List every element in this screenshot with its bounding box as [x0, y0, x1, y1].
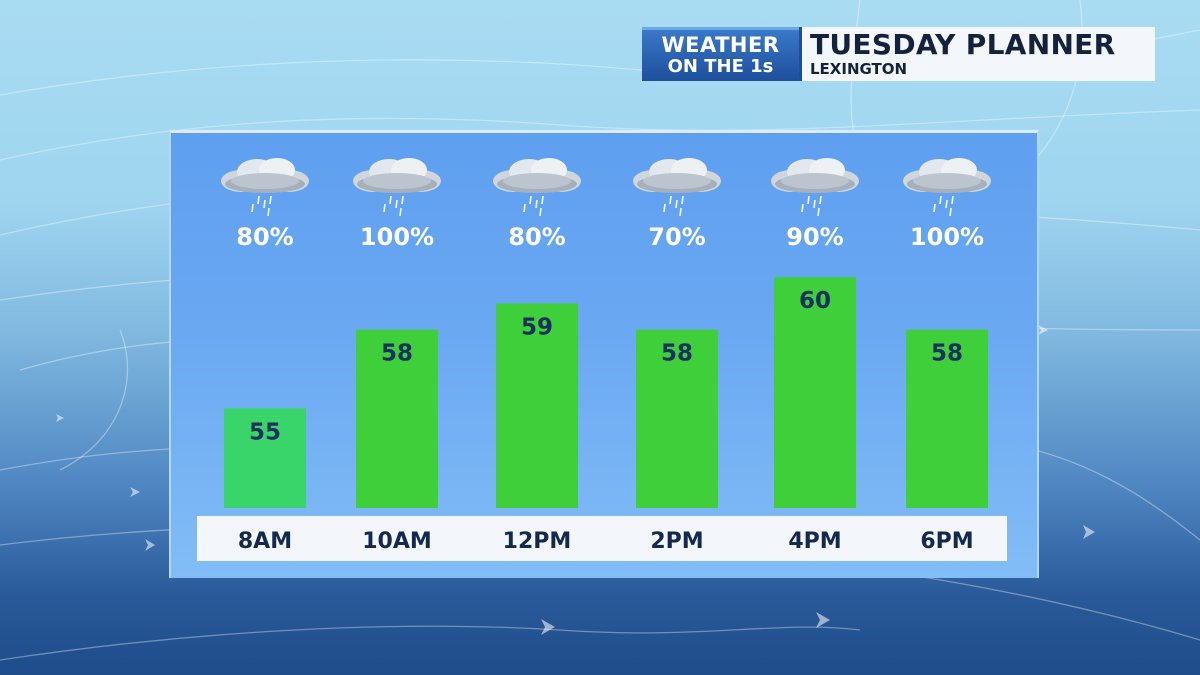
bar-10am: [356, 329, 438, 508]
bar-4pm: [774, 277, 856, 508]
rain-chance-4pm: 90%: [786, 223, 843, 251]
rain-chance-6pm: 100%: [910, 223, 984, 251]
bar-8am: [224, 408, 306, 508]
rain-cloud-icon: [771, 158, 859, 217]
rain-cloud-icon: [633, 158, 721, 217]
header-banner: WEATHER ON THE 1s TUESDAY PLANNER LEXING…: [642, 27, 1155, 81]
x-tick-2pm: 2PM: [650, 529, 703, 554]
rain-chance-2pm: 70%: [648, 223, 705, 251]
rain-cloud-icon: [353, 158, 441, 217]
title-box: TUESDAY PLANNER LEXINGTON: [799, 27, 1155, 81]
value-label-2pm: 58: [661, 341, 693, 367]
x-axis-strip: [197, 516, 1007, 561]
rain-chance-10am: 100%: [360, 223, 434, 251]
x-tick-12pm: 12PM: [503, 529, 572, 554]
page-title: TUESDAY PLANNER: [810, 28, 1116, 61]
rain-chance-8am: 80%: [236, 223, 293, 251]
rain-chance-12pm: 80%: [508, 223, 565, 251]
x-tick-8am: 8AM: [238, 529, 292, 554]
logo-line-2: ON THE 1s: [667, 56, 774, 77]
bar-6pm: [906, 329, 988, 508]
location-label: LEXINGTON: [810, 60, 908, 78]
value-label-6pm: 58: [931, 341, 963, 367]
chart-panel: [169, 130, 1039, 578]
x-tick-6pm: 6PM: [920, 529, 973, 554]
rain-cloud-icon: [903, 158, 991, 217]
bar-12pm: [496, 303, 578, 508]
bar-2pm: [636, 329, 718, 508]
logo-line-1: WEATHER: [661, 33, 780, 57]
value-label-4pm: 60: [799, 288, 831, 314]
value-label-12pm: 59: [521, 314, 553, 340]
weather-on-the-1s-logo: WEATHER ON THE 1s: [642, 27, 799, 81]
value-label-8am: 55: [249, 419, 281, 445]
rain-cloud-icon: [221, 158, 309, 217]
value-label-10am: 58: [381, 341, 413, 367]
x-tick-10am: 10AM: [362, 529, 432, 554]
rain-cloud-icon: [493, 158, 581, 217]
x-tick-4pm: 4PM: [788, 529, 841, 554]
